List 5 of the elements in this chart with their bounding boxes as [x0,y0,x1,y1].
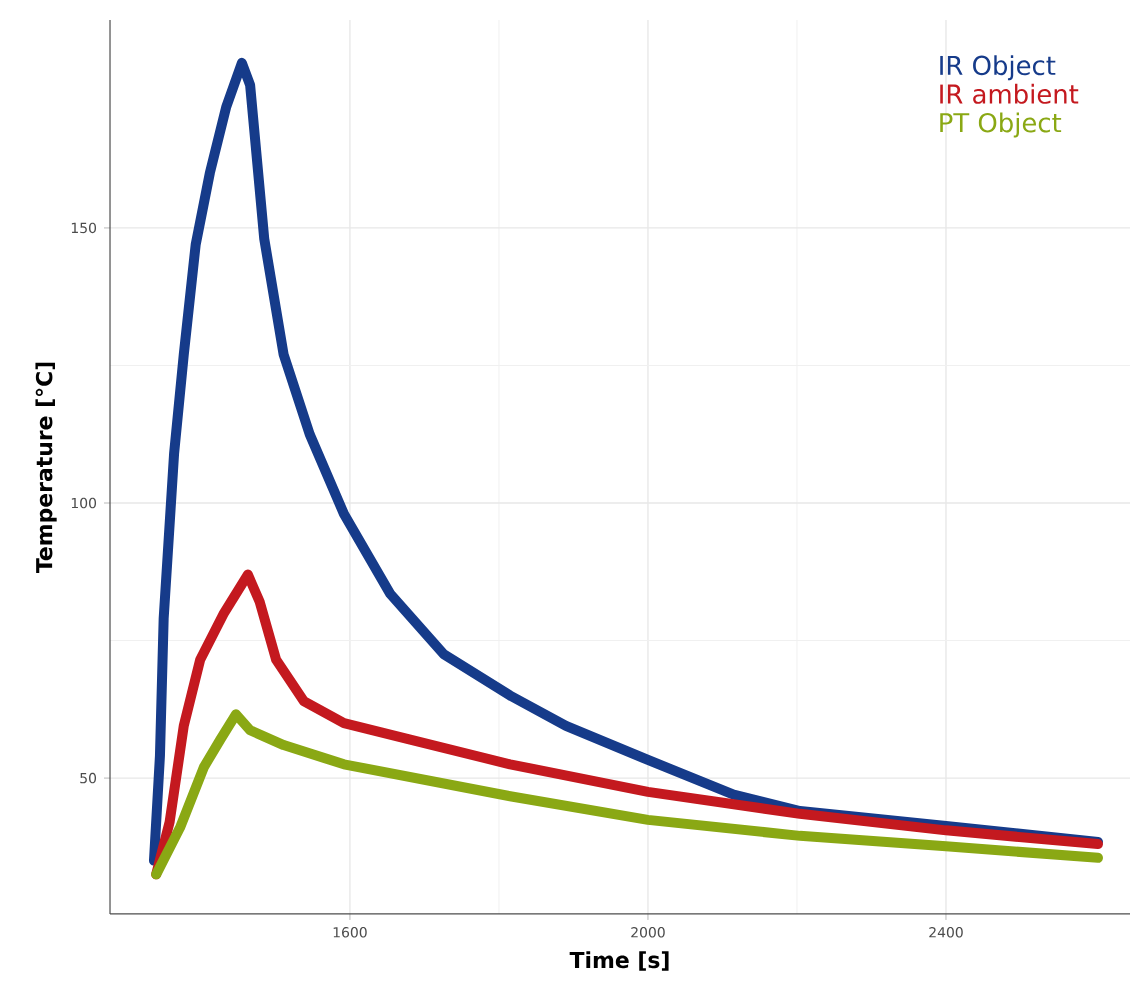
text: IR ambient [940,83,1079,104]
text: PT Object [940,112,1062,138]
y-axis-title: Temperature [°C] [35,362,57,574]
x-axis-title: Time [s] [569,951,669,971]
text: IR Object [940,55,1056,81]
